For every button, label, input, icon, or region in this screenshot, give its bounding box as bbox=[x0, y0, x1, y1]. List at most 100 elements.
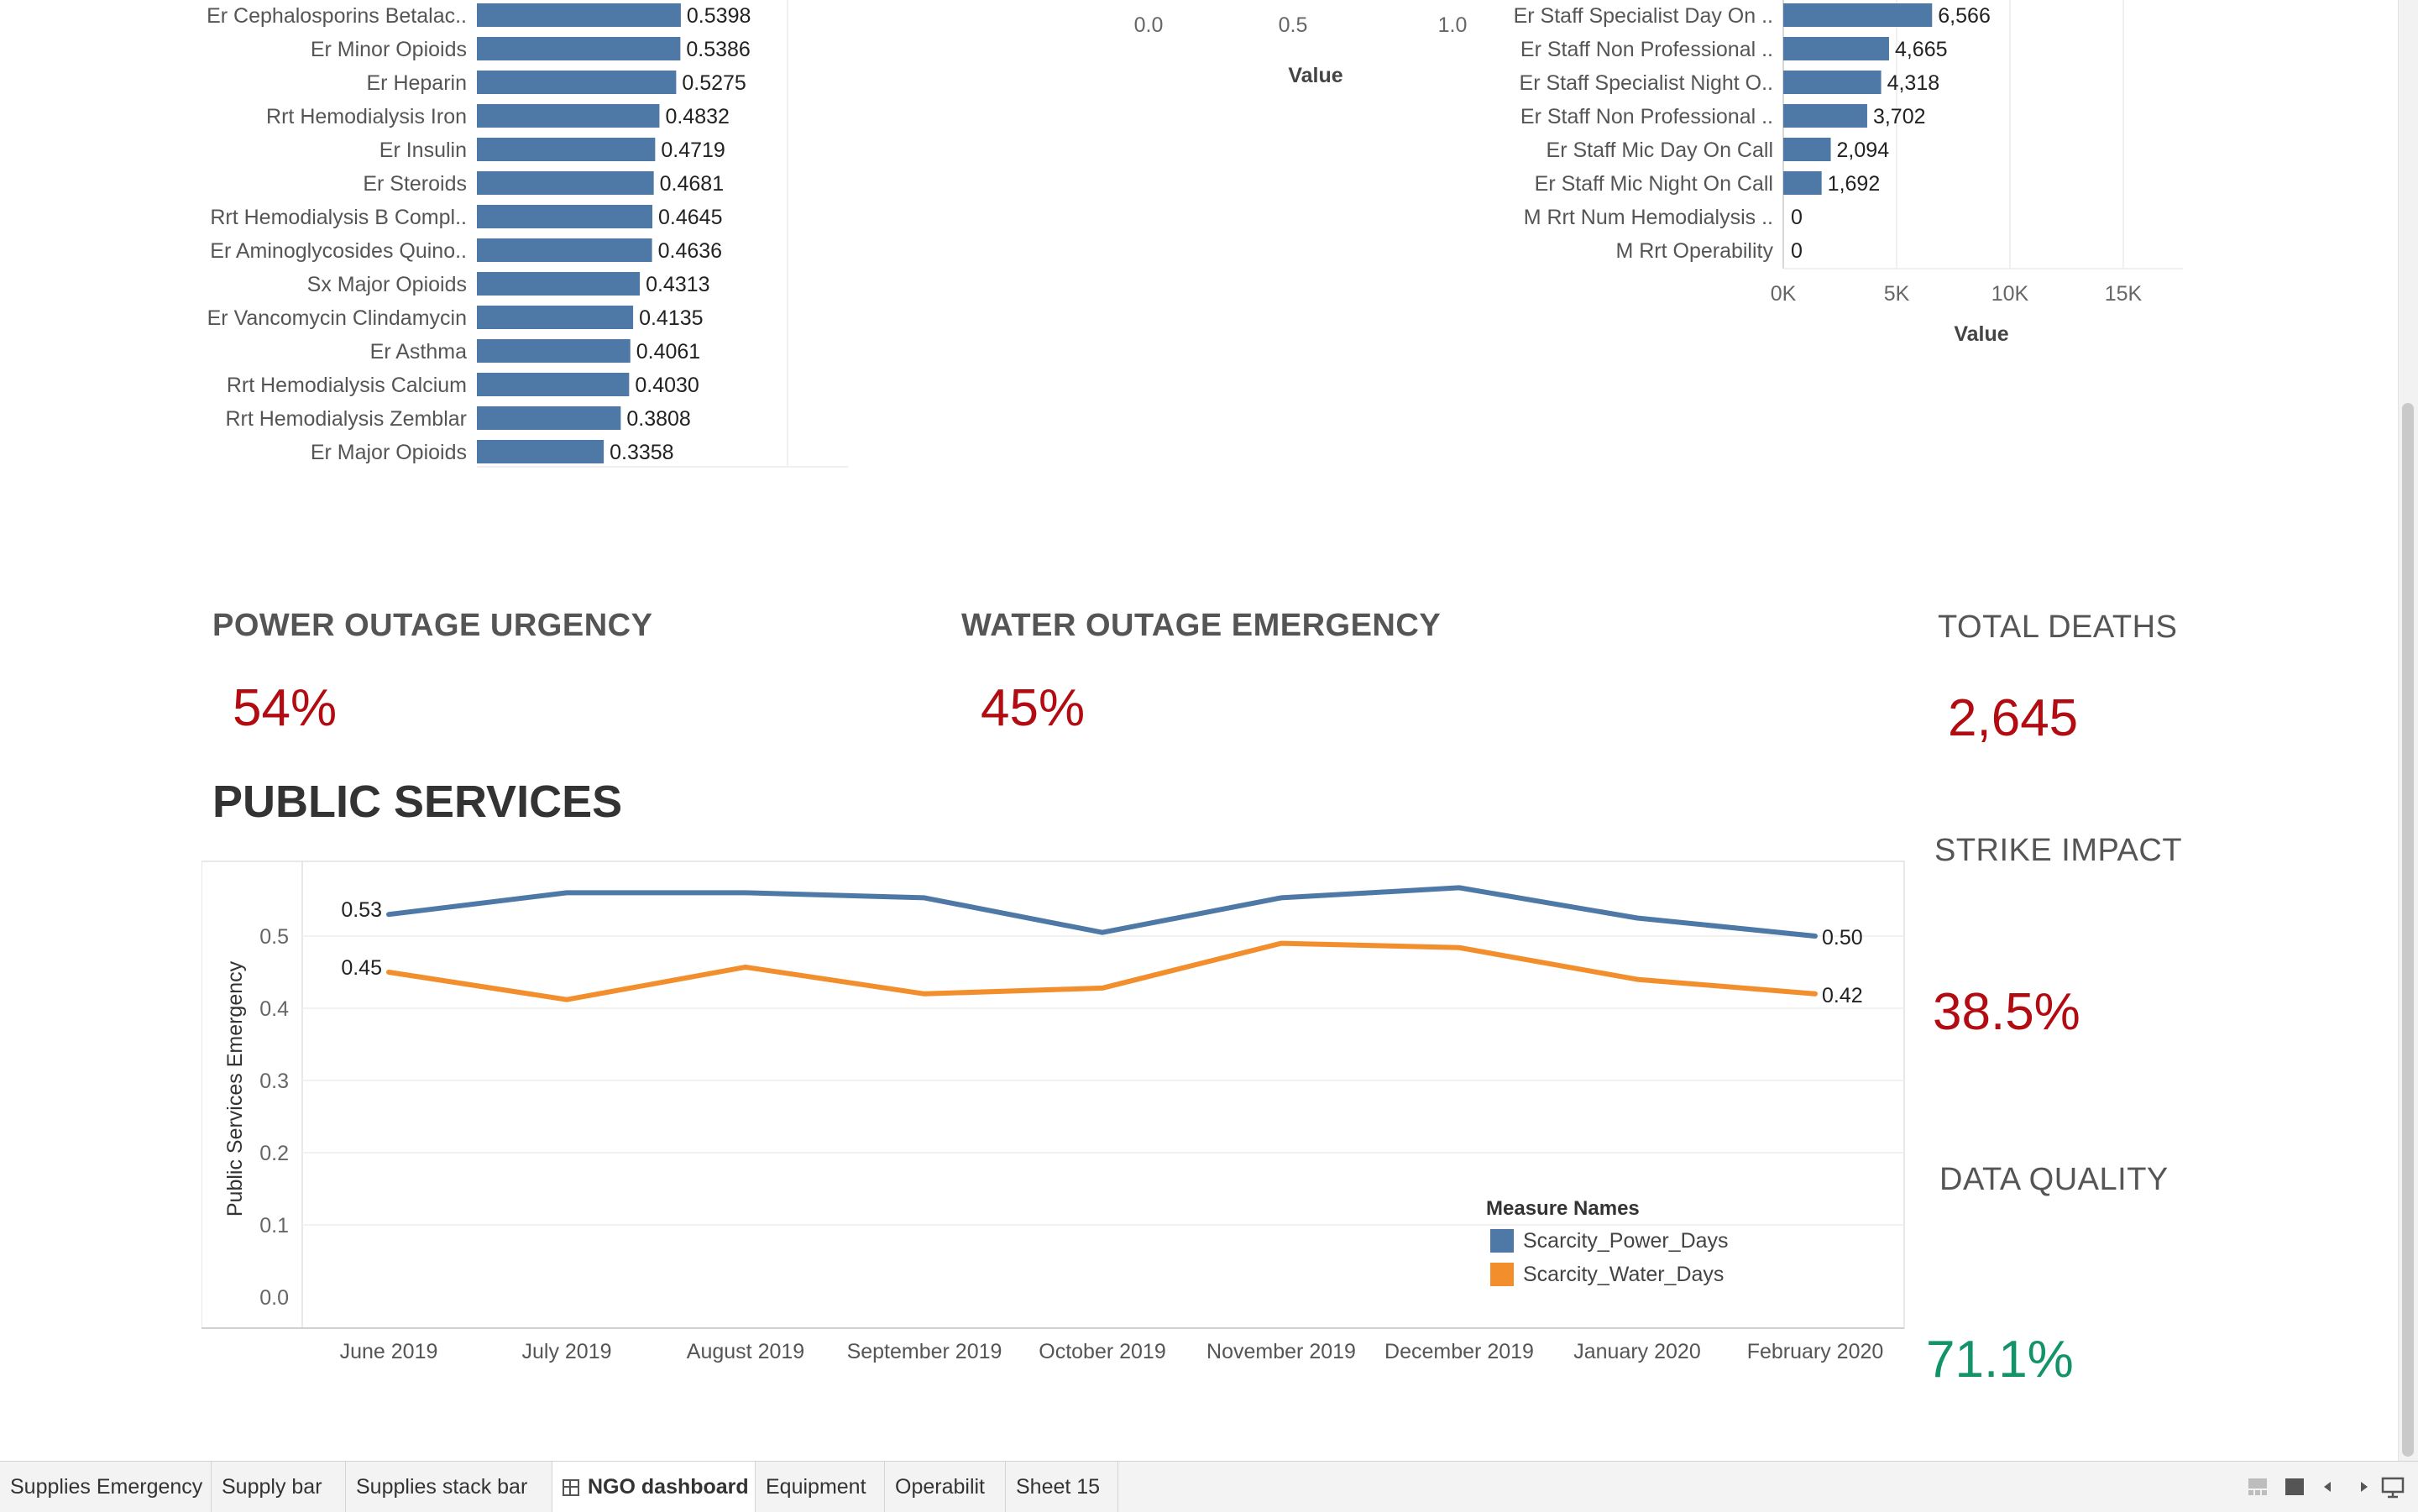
total-deaths-value: 2,645 bbox=[1948, 689, 2079, 747]
data-point bbox=[1814, 935, 1816, 937]
filmstrip-view-icon[interactable] bbox=[2248, 1478, 2267, 1495]
tab-equipment[interactable]: Equipment bbox=[756, 1462, 885, 1512]
supply-bar-label: Rrt Hemodialysis Calcium bbox=[227, 374, 467, 397]
supply-bar-value: 0.4832 bbox=[665, 105, 729, 128]
legend-swatch bbox=[1490, 1229, 1514, 1253]
tab-supplies-stack-bar[interactable]: Supplies stack bar bbox=[346, 1462, 552, 1512]
axis-tick-label: 10K bbox=[1991, 282, 2029, 306]
supply-bar bbox=[477, 373, 630, 396]
data-point bbox=[1280, 897, 1282, 899]
axis-tick-label: 1.0 bbox=[1438, 13, 1468, 37]
supply-bar-value: 0.4645 bbox=[658, 206, 722, 229]
supply-bar-label: Rrt Hemodialysis Iron bbox=[266, 105, 467, 128]
data-point bbox=[745, 892, 746, 894]
supply-bar-value: 0.5398 bbox=[687, 4, 751, 28]
presentation-mode-icon[interactable] bbox=[2381, 1477, 2405, 1499]
tab-sheet-15[interactable]: Sheet 15 bbox=[1006, 1462, 1118, 1512]
power-outage-title: POWER OUTAGE URGENCY bbox=[212, 608, 653, 643]
supply-bar-label: Er Major Opioids bbox=[311, 441, 467, 464]
y-tick-label: 0.4 bbox=[259, 997, 289, 1021]
axis-tick-label: 0K bbox=[1771, 282, 1797, 306]
supply-bar-value: 0.4681 bbox=[660, 172, 724, 196]
middle-value-axis: 0.0 0.5 1.0 Value bbox=[1134, 13, 1468, 87]
next-sheet-icon[interactable] bbox=[2361, 1482, 2368, 1492]
chart-frame bbox=[202, 861, 1905, 1329]
x-tick-label: December 2019 bbox=[1384, 1340, 1534, 1363]
total-deaths-title: TOTAL DEATHS bbox=[1938, 610, 2178, 645]
x-tick-label: August 2019 bbox=[687, 1340, 804, 1363]
supplies-bar-chart: Er Cephalosporins Betalac.. 0.5398 Er Mino… bbox=[207, 0, 848, 468]
staff-bar-label: M Rrt Num Hemodialysis .. bbox=[1524, 206, 1773, 229]
data-point bbox=[1636, 978, 1638, 981]
y-tick-label: 0.3 bbox=[259, 1070, 289, 1093]
supply-bar-value: 0.4030 bbox=[635, 374, 699, 397]
supply-bar-value: 0.4636 bbox=[658, 239, 722, 263]
data-point bbox=[745, 965, 746, 968]
supply-bar-label: Er Vancomycin Clindamycin bbox=[207, 306, 467, 330]
x-tick-label: October 2019 bbox=[1039, 1340, 1166, 1363]
supply-bar-value: 0.4313 bbox=[646, 273, 709, 296]
tab-operabilit[interactable]: Operabilit bbox=[885, 1462, 1006, 1512]
staff-bar bbox=[1783, 171, 1822, 195]
data-label-start: 0.45 bbox=[341, 956, 382, 980]
staff-bar-label: Er Staff Mic Night On Call bbox=[1535, 172, 1773, 196]
supply-bar-value: 0.3358 bbox=[610, 441, 673, 464]
previous-sheet-icon[interactable] bbox=[2324, 1482, 2331, 1492]
supply-bar bbox=[477, 205, 653, 228]
x-tick-label: January 2020 bbox=[1573, 1340, 1701, 1363]
tab-ngo-dashboard[interactable]: NGO dashboard bbox=[552, 1462, 756, 1512]
legend-label: Scarcity_Water_Days bbox=[1523, 1263, 1724, 1286]
supply-bar-label: Er Heparin bbox=[367, 71, 468, 95]
axis-title: Value bbox=[1954, 322, 2008, 346]
legend-title: Measure Names bbox=[1486, 1197, 1640, 1220]
axis-title: Value bbox=[1288, 64, 1342, 87]
supply-bar-value: 0.4061 bbox=[636, 340, 700, 364]
supply-bar-label: Er Cephalosporins Betalac.. bbox=[207, 4, 467, 28]
x-tick-label: September 2019 bbox=[847, 1340, 1002, 1363]
supply-bar-label: Er Aminoglycosides Quino.. bbox=[210, 239, 467, 263]
staff-bar bbox=[1783, 138, 1831, 161]
data-label-end: 0.42 bbox=[1822, 984, 1863, 1007]
supply-bar bbox=[477, 138, 656, 161]
water-outage-value: 45% bbox=[981, 679, 1086, 737]
data-label-start: 0.53 bbox=[341, 898, 382, 922]
staff-bar bbox=[1783, 71, 1882, 94]
staff-bar-label: Er Staff Non Professional .. bbox=[1520, 105, 1773, 128]
vertical-scrollbar[interactable] bbox=[2398, 0, 2418, 1461]
public-services-line-chart: 0.0 0.1 0.2 0.3 0.4 0.5 Public Services Emerge… bbox=[202, 861, 1905, 1363]
tab-view-icon[interactable] bbox=[2285, 1478, 2304, 1495]
staff-bar-value: 4,318 bbox=[1887, 71, 1940, 95]
data-point bbox=[566, 998, 568, 1001]
staff-bar-value: 0 bbox=[1791, 206, 1803, 229]
tab-label: NGO dashboard bbox=[588, 1475, 749, 1499]
staff-bar-label: M Rrt Operability bbox=[1615, 239, 1773, 263]
data-point bbox=[1636, 917, 1638, 919]
legend-label: Scarcity_Power_Days bbox=[1523, 1229, 1729, 1253]
x-tick-label: July 2019 bbox=[521, 1340, 611, 1363]
supply-bar bbox=[477, 306, 634, 329]
staff-bar-value: 2,094 bbox=[1837, 139, 1890, 162]
data-point bbox=[1814, 992, 1816, 995]
supply-bar-label: Er Minor Opioids bbox=[311, 38, 467, 61]
data-point bbox=[1102, 931, 1103, 934]
tab-label: Operabilit bbox=[895, 1475, 985, 1499]
data-point bbox=[1102, 986, 1103, 989]
supply-bar-label: Rrt Hemodialysis Zemblar bbox=[225, 407, 467, 431]
y-tick-label: 0.5 bbox=[259, 925, 289, 949]
x-tick-label: November 2019 bbox=[1206, 1340, 1356, 1363]
y-tick-label: 0.0 bbox=[259, 1286, 289, 1310]
supply-bar-label: Rrt Hemodialysis B Compl.. bbox=[210, 206, 467, 229]
supply-bar bbox=[477, 339, 631, 363]
y-axis-title: Public Services Emergency bbox=[223, 960, 247, 1216]
data-point bbox=[924, 992, 925, 995]
tab-supply-bar[interactable]: Supply bar bbox=[212, 1462, 346, 1512]
legend: Measure Names Scarcity_Power_Days Scarcity… bbox=[1486, 1197, 1729, 1286]
scrollbar-thumb[interactable] bbox=[2402, 403, 2414, 1457]
tab-supplies-emergency[interactable]: Supplies Emergency bbox=[0, 1462, 212, 1512]
supply-bar-label: Er Steroids bbox=[363, 172, 467, 196]
axis-tick-label: 5K bbox=[1884, 282, 1910, 306]
series-line-scarcity-power-days bbox=[386, 885, 1818, 939]
staff-bar bbox=[1783, 37, 1889, 60]
supply-bar bbox=[477, 171, 654, 195]
data-label-end: 0.50 bbox=[1822, 926, 1863, 950]
